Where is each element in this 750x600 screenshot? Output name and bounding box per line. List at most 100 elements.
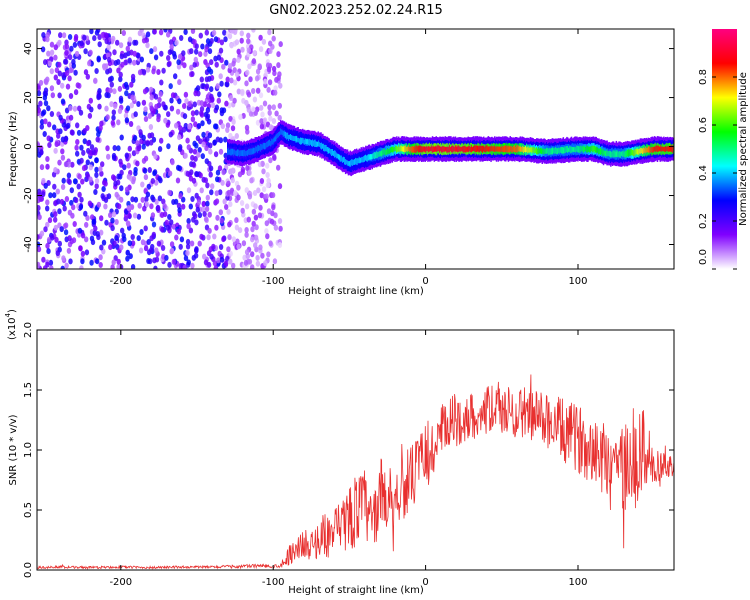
ridge-cell bbox=[361, 156, 363, 163]
noise-cell bbox=[79, 196, 84, 203]
ridge-cell bbox=[376, 151, 378, 159]
noise-cell bbox=[208, 165, 214, 172]
ridge-cell bbox=[227, 147, 230, 155]
ridge-cell bbox=[574, 146, 576, 152]
noise-cell bbox=[156, 116, 161, 123]
noise-cell bbox=[94, 172, 99, 178]
noise-cell bbox=[264, 228, 269, 235]
noise-cell bbox=[93, 77, 98, 84]
noise-cell bbox=[258, 46, 264, 53]
ridge-cell bbox=[290, 134, 292, 140]
noise-cell bbox=[148, 86, 154, 93]
noise-cell bbox=[274, 110, 279, 117]
ridge-cell bbox=[404, 145, 406, 153]
noise-cell bbox=[268, 157, 273, 164]
noise-cell bbox=[167, 170, 173, 177]
ridge-cell bbox=[520, 146, 522, 152]
noise-cell bbox=[154, 247, 159, 254]
ridge-cell bbox=[389, 147, 392, 154]
noise-cell bbox=[252, 190, 258, 196]
ridge-cell bbox=[611, 151, 614, 157]
ridge-cell bbox=[558, 147, 560, 154]
ridge-cell bbox=[457, 145, 459, 153]
noise-cell bbox=[177, 134, 182, 141]
noise-cell bbox=[136, 101, 141, 107]
ridge-cell bbox=[375, 152, 377, 159]
noise-cell bbox=[178, 125, 183, 132]
ridge-cell bbox=[230, 148, 233, 156]
ridge-cell bbox=[459, 146, 461, 152]
noise-cell bbox=[205, 38, 211, 45]
ridge-cell bbox=[596, 146, 598, 154]
noise-cell bbox=[203, 216, 209, 223]
noise-cell bbox=[218, 73, 223, 80]
noise-cell bbox=[117, 108, 123, 114]
spectrogram-y-axis-label: Frequency (Hz) bbox=[8, 111, 19, 187]
ridge-cell bbox=[538, 148, 541, 154]
noise-cell bbox=[149, 139, 154, 146]
noise-cell bbox=[63, 136, 69, 142]
noise-cell bbox=[268, 124, 274, 131]
noise-cell bbox=[239, 37, 244, 44]
noise-cell bbox=[194, 171, 199, 177]
noise-cell bbox=[37, 261, 41, 268]
noise-cell bbox=[45, 205, 50, 212]
ridge-cell bbox=[522, 145, 524, 152]
noise-cell bbox=[152, 257, 157, 264]
noise-cell bbox=[129, 204, 135, 210]
ridge-cell bbox=[637, 149, 639, 155]
noise-cell bbox=[194, 109, 199, 116]
noise-cell bbox=[188, 203, 193, 210]
noise-cell bbox=[60, 265, 65, 269]
ridge-cell bbox=[360, 157, 362, 163]
noise-cell bbox=[236, 194, 241, 201]
noise-cell bbox=[87, 60, 92, 67]
ridge-cell bbox=[479, 145, 481, 153]
noise-cell bbox=[250, 236, 255, 243]
ridge-cell bbox=[395, 145, 397, 152]
noise-cell bbox=[69, 45, 74, 52]
ridge-cell bbox=[595, 147, 597, 153]
noise-cell bbox=[48, 259, 54, 266]
noise-cell bbox=[189, 169, 194, 176]
noise-cell bbox=[231, 60, 236, 67]
noise-cell bbox=[104, 38, 109, 45]
noise-cell bbox=[203, 177, 208, 184]
ridge-cell bbox=[594, 146, 597, 154]
ridge-cell bbox=[483, 146, 486, 152]
noise-cell bbox=[69, 187, 75, 194]
ridge-cell bbox=[454, 145, 457, 153]
noise-cell bbox=[94, 178, 100, 184]
noise-cell bbox=[109, 101, 114, 108]
ridge-cell bbox=[444, 146, 447, 152]
ridge-cell bbox=[369, 154, 372, 160]
ridge-cell bbox=[371, 154, 373, 160]
noise-cell bbox=[202, 253, 207, 260]
noise-cell bbox=[195, 85, 201, 92]
colorbar-label: Normalized spectral amplitude bbox=[738, 72, 749, 226]
noise-cell bbox=[158, 91, 163, 98]
ridge-cell bbox=[463, 145, 466, 153]
noise-cell bbox=[43, 87, 49, 94]
noise-cell bbox=[112, 88, 117, 95]
ridge-cell bbox=[497, 146, 500, 152]
ridge-cell bbox=[672, 145, 674, 153]
ridge-cell bbox=[356, 158, 359, 166]
ridge-cell bbox=[390, 146, 393, 153]
noise-cell bbox=[189, 240, 195, 247]
ridge-cell bbox=[643, 147, 645, 154]
noise-cell bbox=[137, 202, 142, 209]
noise-cell bbox=[166, 61, 171, 68]
noise-cell bbox=[107, 67, 113, 74]
y-tick-label: 0.0 bbox=[23, 562, 34, 578]
ridge-cell bbox=[337, 153, 340, 160]
noise-cell bbox=[187, 123, 192, 130]
noise-cell bbox=[116, 59, 121, 65]
noise-cell bbox=[130, 234, 135, 240]
noise-cell bbox=[236, 57, 241, 63]
noise-cell bbox=[151, 196, 156, 203]
noise-cell bbox=[256, 87, 261, 94]
noise-cell bbox=[66, 247, 72, 254]
ridge-cell bbox=[571, 147, 574, 153]
noise-cell bbox=[156, 240, 162, 247]
